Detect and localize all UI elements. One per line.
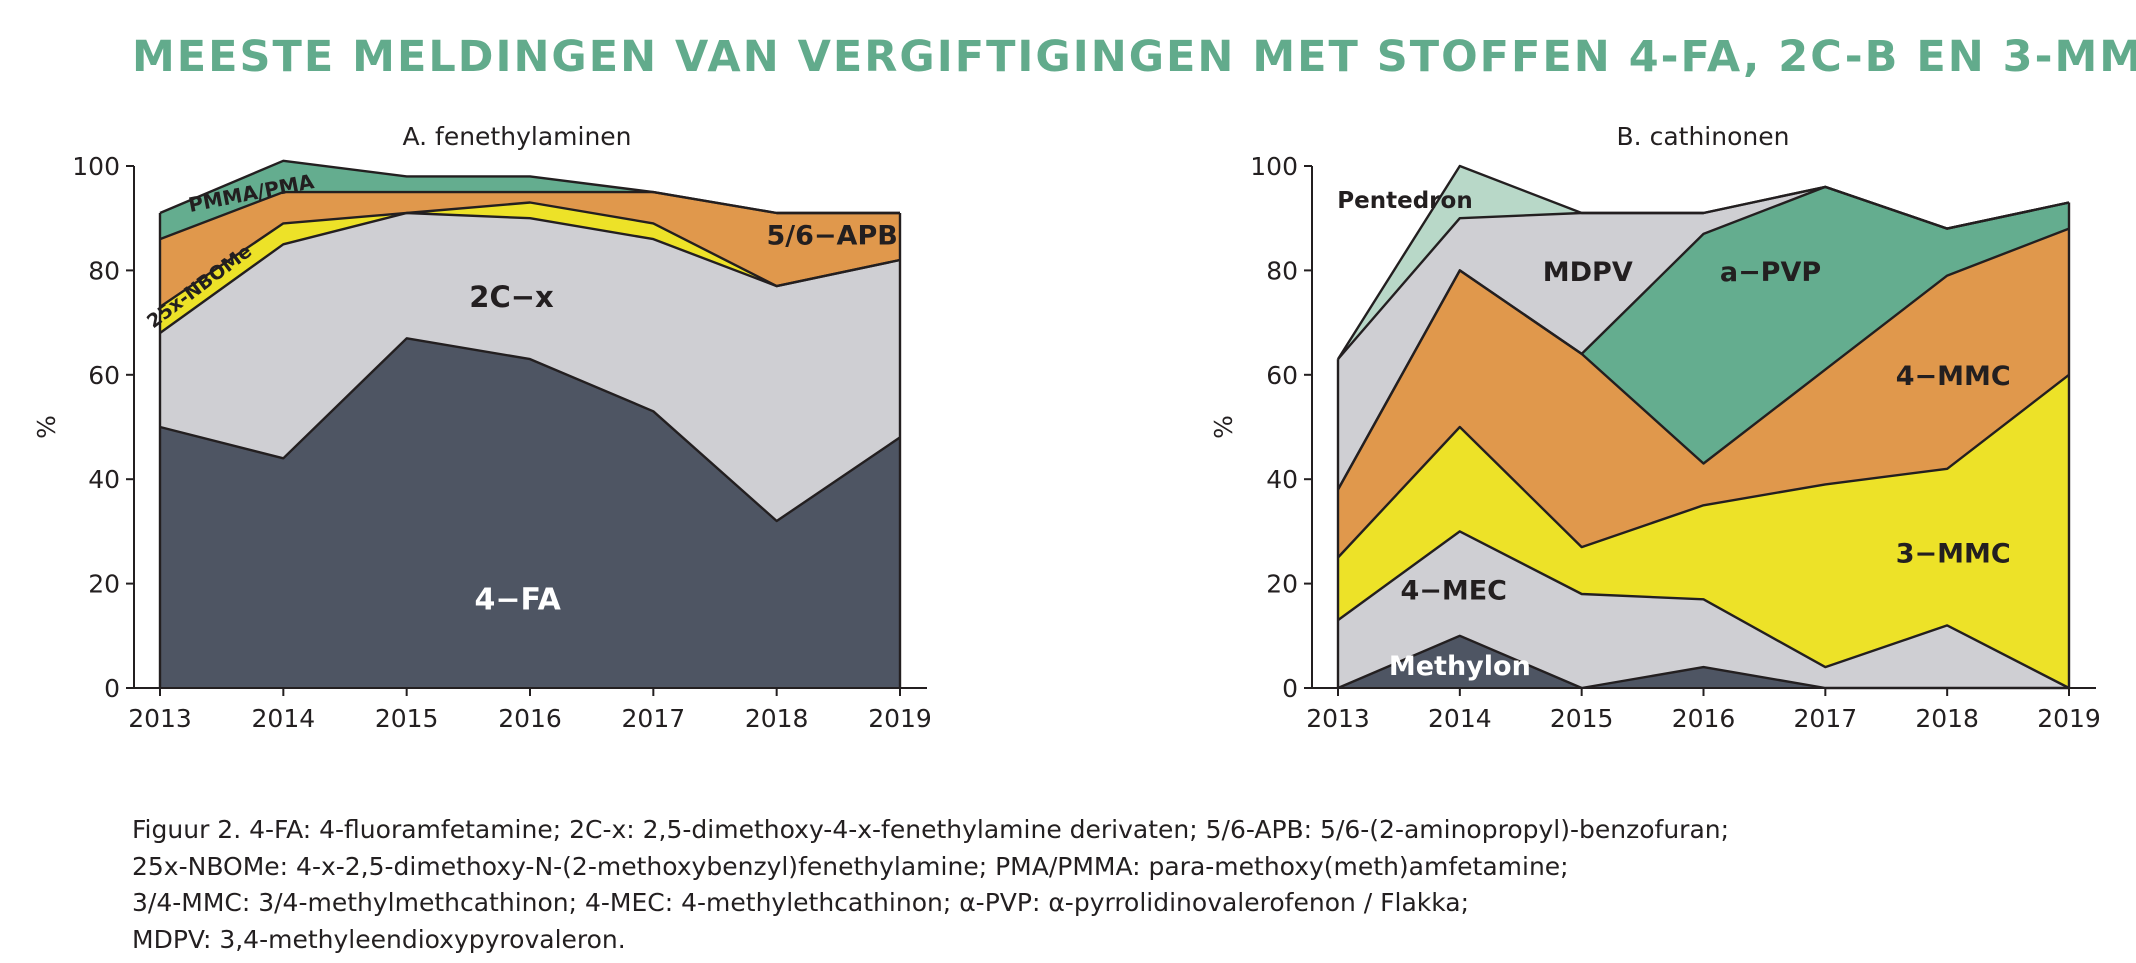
caption-line: Figuur 2. 4-FA: 4-fluoramfetamine; 2C-x:…: [132, 815, 1730, 844]
chart-panel-a: 0 20 40 60 80 100 2013 2014 2015 2016 2017 2018 2019…: [32, 122, 932, 733]
caption-line: MDPV: 3,4-methyleendioxypyrovaleron.: [132, 924, 626, 954]
boundary-line-4-fa: [159, 337, 901, 523]
y-tick-label: 0: [104, 674, 120, 703]
area-pmma-pma: [160, 160, 900, 240]
series-label-pentedron: Pentedron: [1337, 188, 1472, 214]
figure-title: MEESTE MELDINGEN VAN VERGIFTIGINGEN MET …: [132, 32, 2136, 82]
boundary-line-pmma-pma: [159, 159, 900, 215]
x-tick-label: 2015: [375, 704, 439, 733]
area-mdpv: [1338, 186, 2069, 490]
y-tick-label: 20: [1266, 570, 1298, 599]
series-label-mdpv: MDPV: [1543, 257, 1633, 288]
area-methylon: [1338, 635, 2069, 688]
area-4-fa: [160, 338, 900, 688]
x-tick-label: 2013: [1306, 704, 1370, 733]
boundary-line-4-mec: [1337, 530, 2070, 690]
x-tick-label: 2017: [1794, 704, 1858, 733]
y-tick-label: 80: [1266, 256, 1298, 285]
figure-caption: Figuur 2. 4-FA: 4-fluoramfetamine; 2C-x:…: [132, 812, 2092, 958]
x-tick-label: 2016: [1672, 704, 1736, 733]
y-tick-label: 40: [88, 465, 120, 494]
x-tick-label: 2015: [1550, 704, 1614, 733]
y-tick-label: 100: [72, 152, 120, 181]
x-tick-label: 2018: [1915, 704, 1979, 733]
area-2c-x: [160, 213, 900, 521]
series-label-a-pvp: a−PVP: [1720, 257, 1821, 288]
panel-title: A. fenethylaminen: [402, 122, 631, 151]
caption-line: 25x-NBOMe: 4-x-2,5-dimethoxy-N-(2-methox…: [132, 851, 1569, 881]
area-pentedron: [1338, 166, 2069, 360]
y-axis-label: %: [1209, 415, 1238, 439]
x-tick-label: 2019: [868, 704, 932, 733]
series-label-methylon: Methylon: [1389, 651, 1531, 682]
series-label-5-6-apb: 5/6−APB: [767, 220, 898, 251]
area-4-mmc: [1338, 228, 2069, 558]
x-tick-label: 2018: [745, 704, 809, 733]
x-tick-label: 2014: [1428, 704, 1492, 733]
boundary-line-pentedron: [1336, 164, 2070, 360]
x-tick-label: 2016: [498, 704, 562, 733]
figure-charts: 0 20 40 60 80 100 2013 2014 2015 2016 2017 2018 2019…: [32, 122, 2101, 733]
y-tick-label: 80: [88, 256, 120, 285]
chart-panel-b: 0 20 40 60 80 100 2013 2014 2015 2016 2017 2018 2019…: [1209, 122, 2101, 733]
area-3-mmc: [1338, 374, 2069, 688]
caption-line: 3/4-MMC: 3/4-methylmethcathinon; 4-MEC: …: [132, 888, 1470, 917]
x-tick-label: 2014: [252, 704, 316, 733]
panel-title: B. cathinonen: [1617, 122, 1790, 151]
y-axis-label: %: [32, 415, 61, 439]
y-tick-label: 20: [88, 570, 120, 599]
series-label-4-fa: 4−FA: [475, 583, 562, 618]
x-tick-label: 2013: [128, 704, 192, 733]
boundary-line-3-mmc: [1337, 373, 2070, 559]
y-tick-label: 40: [1266, 465, 1298, 494]
y-tick-label: 60: [88, 361, 120, 390]
area-a-pvp: [1338, 186, 2069, 490]
y-tick-label: 60: [1266, 361, 1298, 390]
y-tick-label: 0: [1282, 674, 1298, 703]
series-label-3-mmc: 3−MMC: [1896, 539, 2011, 570]
series-label-4-mmc: 4−MMC: [1896, 361, 2011, 392]
series-label-2c-x: 2C−x: [469, 280, 554, 314]
boundary-line-25x-nbome: [159, 201, 901, 308]
x-tick-label: 2019: [2037, 704, 2101, 733]
area-5-6-apb: [160, 192, 900, 307]
x-tick-label: 2017: [622, 704, 686, 733]
series-label-4-mec: 4−MEC: [1400, 575, 1507, 606]
area-4-mec: [1338, 531, 2069, 688]
y-tick-label: 100: [1250, 152, 1298, 181]
